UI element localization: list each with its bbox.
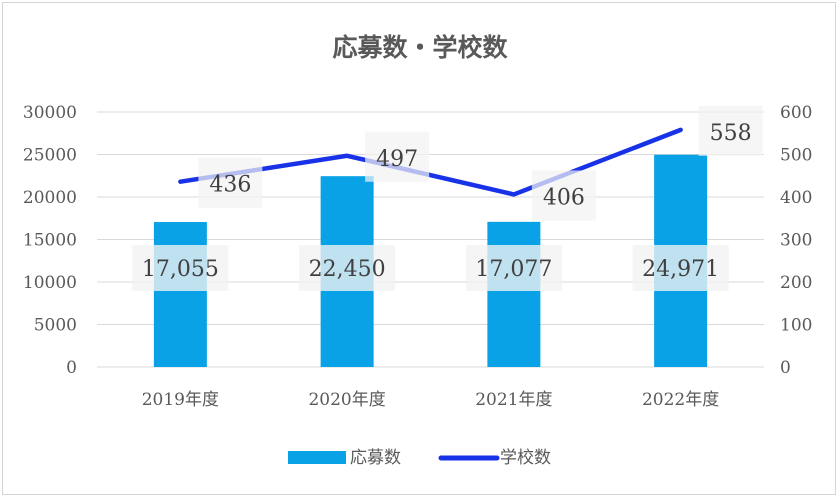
right-tick-label: 500 [780, 146, 812, 166]
left-tick-label: 20000 [23, 188, 77, 208]
bar-label-bg [299, 245, 396, 291]
line-series [178, 127, 683, 197]
line-label-bg [531, 170, 596, 221]
bar-label-bg [465, 245, 562, 291]
right-tick-label: 100 [780, 316, 812, 336]
bar-data-label: 17,077 [475, 257, 552, 282]
category-label: 2020年度 [308, 390, 385, 410]
right-tick-label: 200 [780, 273, 812, 293]
bar-label-bg [632, 245, 729, 291]
line-label-bg [198, 157, 263, 208]
bar-label-bg [132, 245, 229, 291]
legend-label-schools: 学校数 [500, 448, 551, 468]
left-axis: 0 5000 10000 15000 20000 25000 30000 [23, 103, 77, 378]
bar [153, 222, 207, 367]
right-tick-label: 400 [780, 188, 812, 208]
bar-data-label: 24,971 [642, 257, 719, 282]
left-tick-label: 10000 [23, 273, 77, 293]
line-label-bg [365, 131, 430, 182]
right-tick-label: 600 [780, 103, 812, 123]
category-label: 2021年度 [475, 390, 552, 410]
category-label: 2019年度 [142, 390, 219, 410]
line-data-label: 436 [209, 173, 251, 198]
right-tick-label: 0 [780, 358, 791, 378]
line-group [178, 127, 683, 197]
legend: 応募数 学校数 [288, 448, 551, 468]
left-tick-label: 25000 [23, 146, 77, 166]
bar-data-label: 17,055 [142, 257, 219, 282]
data-labels: 17,055 22,450 17,077 24,971 436 497 406 558 [132, 105, 763, 291]
line-data-label: 497 [376, 147, 418, 172]
line-data-label: 406 [543, 185, 585, 210]
chart-title: 応募数・学校数 [332, 33, 508, 62]
legend-label-applications: 応募数 [350, 448, 401, 468]
bar-data-label: 22,450 [309, 257, 386, 282]
line-data-label: 558 [710, 121, 752, 146]
right-axis: 0 100 200 300 400 500 600 [780, 103, 812, 378]
category-label: 2022年度 [642, 390, 719, 410]
left-tick-label: 30000 [23, 103, 77, 123]
left-tick-label: 5000 [34, 316, 77, 336]
left-tick-label: 0 [66, 358, 77, 378]
legend-swatch-applications [288, 451, 346, 464]
bar [487, 221, 541, 367]
right-tick-label: 300 [780, 231, 812, 251]
line-label-bg [698, 105, 763, 156]
category-axis: 2019年度 2020年度 2021年度 2022年度 [142, 390, 720, 410]
left-tick-label: 15000 [23, 231, 77, 251]
